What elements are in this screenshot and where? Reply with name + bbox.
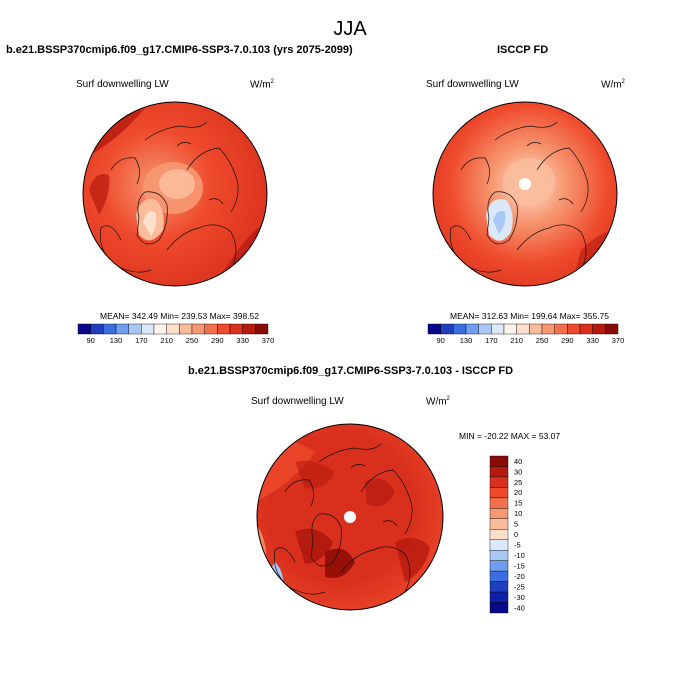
panel3-colorbar-tick-label: -20 [514, 572, 525, 581]
panel1-colorbar-tick-label: 370 [262, 336, 275, 345]
panel1-variable-label: Surf downwelling LW [76, 79, 169, 90]
panel2-colorbar-swatch [503, 323, 517, 335]
panel1-colorbar-swatch [255, 323, 269, 335]
panel1-colorbar-swatch [103, 323, 117, 335]
panel2-colorbar: 90 130 170 210 250 290 330 370 [427, 323, 625, 345]
panel3-colorbar-swatch [489, 466, 509, 478]
panel3-colorbar-swatch [489, 591, 509, 603]
panel2-colorbar-swatch [427, 323, 441, 335]
panel2-colorbar-swatch [605, 323, 619, 335]
panel1-colorbar-swatch [179, 323, 193, 335]
panel1-colorbar-tick-label: 330 [236, 336, 249, 345]
panel3-colorbar-swatch [489, 529, 509, 540]
panel2-colorbar-tick-label: 90 [436, 336, 444, 345]
panel1-colorbar-swatch [128, 323, 142, 335]
panel3-colorbar-tick-label: 5 [514, 520, 518, 529]
panel3-colorbar-tick-label: 30 [514, 467, 522, 476]
panel2-colorbar-swatch [529, 323, 543, 335]
panel1-colorbar-swatch [153, 323, 167, 335]
panel2-title: ISCCP FD [497, 44, 549, 56]
panel2-polar-map [432, 101, 618, 287]
panel3-colorbar-tick-label: 20 [514, 488, 522, 497]
panel2-colorbar-swatch [592, 323, 606, 335]
panel3-polar-map [256, 423, 444, 611]
panel2-colorbar-swatch [478, 323, 492, 335]
panel1-colorbar-tick-label: 290 [211, 336, 224, 345]
panel1-units-label: W/m2 [250, 79, 274, 91]
panel2-colorbar-tick-label: 130 [460, 336, 473, 345]
panel1-colorbar-tick-label: 210 [160, 336, 173, 345]
panel2-variable-label: Surf downwelling LW [426, 79, 519, 90]
panel1-polar-map [82, 101, 268, 287]
panel2-colorbar-swatch [554, 323, 568, 335]
panel3-stats: MIN = -20.22 MAX = 53.07 [459, 431, 561, 441]
panel3-colorbar-tick-label: 40 [514, 457, 522, 466]
panel2-colorbar-swatch [541, 323, 555, 335]
panel2-units-label: W/m2 [601, 79, 625, 91]
panel1-colorbar-tick-label: 90 [86, 336, 94, 345]
panel3-colorbar-swatch [489, 476, 509, 488]
panel3-colorbar-swatch [489, 581, 509, 593]
panel2-colorbar-tick-label: 290 [561, 336, 574, 345]
panel3-colorbar-swatch [489, 560, 509, 572]
panel1-colorbar-swatch [242, 323, 256, 335]
panel3-colorbar-swatch [489, 602, 509, 614]
panel3-colorbar-tick-label: 25 [514, 478, 522, 487]
panel2-colorbar-swatch [579, 323, 593, 335]
panel1-colorbar-swatch [166, 323, 180, 335]
panel3-colorbar-swatch [489, 455, 509, 467]
panel3-colorbar-swatch [489, 539, 509, 551]
panel3-colorbar-swatch [489, 549, 509, 561]
panel3-colorbar-swatch [489, 508, 509, 519]
panel3-colorbar-swatch [489, 518, 509, 530]
panel1-colorbar-swatch [204, 323, 218, 335]
panel1-colorbar-swatch [77, 323, 91, 335]
panel3-colorbar-tick-label: 15 [514, 499, 522, 508]
panel1-colorbar-swatch [191, 323, 205, 335]
panel1-colorbar-swatch [229, 323, 243, 335]
panel2-colorbar-swatch [465, 323, 479, 335]
panel1-stats: MEAN= 342.49 Min= 239.53 Max= 398.52 [100, 311, 260, 321]
panel3-title: b.e21.BSSP370cmip6.f09_g17.CMIP6-SSP3-7.… [188, 365, 514, 377]
panel2-colorbar-swatch [440, 323, 454, 335]
panel1-colorbar: 90 130 170 210 250 290 330 370 [77, 323, 275, 345]
panel3-colorbar-tick-label: 0 [514, 530, 518, 539]
figure-season-title: JJA [333, 18, 367, 40]
panel3-colorbar-swatch [489, 570, 509, 582]
panel1-colorbar-swatch [141, 323, 155, 335]
panel1-colorbar-tick-label: 250 [186, 336, 199, 345]
panel2-colorbar-tick-label: 170 [485, 336, 498, 345]
panel3-colorbar-swatch [489, 487, 509, 499]
panel2-colorbar-tick-label: 330 [586, 336, 599, 345]
panel1-colorbar-swatch [115, 323, 129, 335]
panel1-colorbar-swatch [217, 323, 231, 335]
panel2-colorbar-swatch [491, 323, 505, 335]
panel1-colorbar-swatch [90, 323, 104, 335]
panel3-colorbar-tick-label: -15 [514, 562, 525, 571]
panel1-colorbar-tick-label: 130 [110, 336, 123, 345]
panel2-colorbar-swatch [453, 323, 467, 335]
panel2-colorbar-swatch [516, 323, 530, 335]
panel3-colorbar-tick-label: -25 [514, 582, 525, 591]
panel2-colorbar-tick-label: 370 [612, 336, 625, 345]
panel3-colorbar-swatch [489, 497, 509, 509]
panel1-colorbar-tick-label: 170 [135, 336, 148, 345]
panel3-colorbar-tick-label: -30 [514, 593, 525, 602]
panel1-title: b.e21.BSSP370cmip6.f09_g17.CMIP6-SSP3-7.… [6, 44, 353, 56]
panel3-colorbar-tick-label: 10 [514, 509, 522, 518]
panel3-colorbar-tick-label: -10 [514, 551, 525, 560]
panel2-colorbar-tick-label: 250 [536, 336, 549, 345]
panel3-units-label: W/m2 [426, 396, 450, 408]
panel2-stats: MEAN= 312.63 Min= 199.64 Max= 355.75 [450, 311, 610, 321]
panel3-colorbar-tick-label: -40 [514, 603, 525, 612]
panel2-colorbar-tick-label: 210 [510, 336, 523, 345]
panel2-colorbar-swatch [567, 323, 581, 335]
panel3-variable-label: Surf downwelling LW [251, 396, 344, 407]
panel3-colorbar-tick-label: -5 [514, 541, 521, 550]
